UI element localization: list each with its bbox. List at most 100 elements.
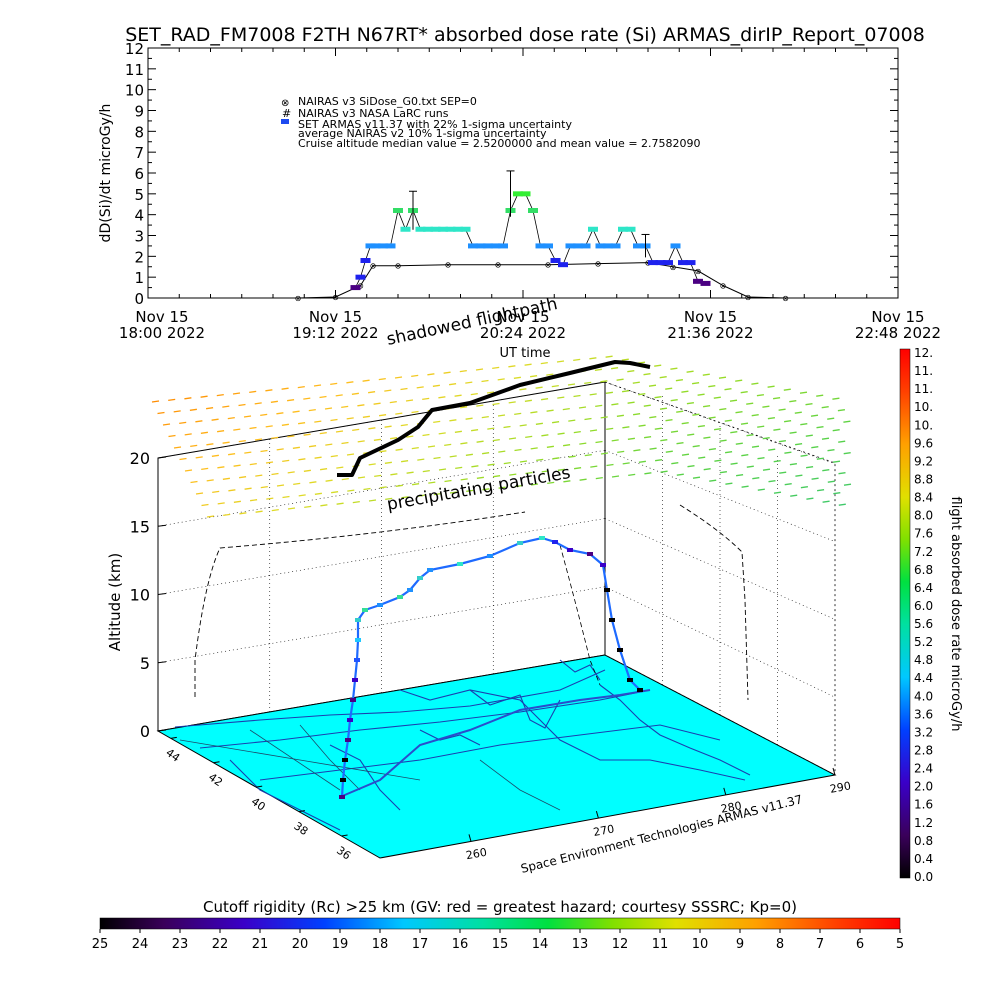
particle-dash (162, 423, 171, 426)
particle-dash (811, 477, 819, 480)
flight-path-point (609, 618, 615, 622)
particle-dash (605, 355, 613, 358)
particle-dash (562, 407, 570, 411)
x-tick-label-date: Nov 15 (135, 308, 188, 326)
particle-dash (735, 411, 743, 414)
top-plot-frame (147, 47, 899, 299)
coastline-path (469, 689, 561, 729)
armas-point (520, 191, 531, 197)
particle-dash (665, 450, 673, 453)
colorbar-right-tick: 8.8 (914, 472, 933, 486)
x-tick-label-date: Nov 15 (684, 308, 737, 326)
top-ylabel: dD(Si)/dt microGy/h (98, 104, 114, 243)
colorbar-right-tick: 2.8 (914, 744, 933, 758)
particle-dash (779, 471, 787, 474)
particle-dash (195, 456, 203, 459)
colorbar-right-tick: 12. (914, 346, 933, 360)
coastline-path (599, 684, 751, 776)
particle-dash (368, 427, 376, 430)
particle-dash (568, 419, 576, 422)
particle-dash (767, 417, 775, 420)
particle-dash (676, 410, 684, 413)
z-tick-label: 5 (140, 654, 150, 673)
armas-point (483, 243, 493, 249)
particle-dash (151, 400, 160, 403)
wall-shadow-mid (559, 544, 601, 686)
particle-dash (427, 373, 435, 376)
y-tick-label: 11 (125, 61, 144, 79)
flight-3d-plot: 0 5 10 15 20 Altitude (km) 44 42 40 38 36 260 270… (106, 294, 852, 876)
lat-tick-label: 44 (163, 746, 182, 765)
lon-tick-mark (595, 811, 599, 819)
particle-dash (266, 497, 274, 500)
particle-dash (244, 451, 252, 454)
wall-shadow-left (194, 511, 526, 697)
particle-dash (800, 454, 808, 457)
particle-dash (752, 477, 760, 480)
colorbar-bottom-tick: 20 (292, 937, 309, 952)
particle-dash (740, 391, 748, 394)
particle-dash (541, 470, 549, 473)
particle-dash (552, 457, 560, 460)
particle-dash (513, 376, 521, 379)
flight-path-point (627, 678, 633, 682)
z-tick-mark (157, 524, 167, 527)
particle-dash (352, 500, 360, 504)
particle-dash (395, 412, 403, 415)
particle-dash (687, 433, 695, 436)
particle-dash (600, 452, 609, 455)
particle-dash (487, 463, 495, 466)
colorbar-right-tick: 4.0 (914, 689, 933, 703)
particle-dash (460, 406, 468, 409)
particle-dash (633, 449, 641, 452)
flight-path-point (567, 548, 573, 552)
particle-dash (168, 434, 176, 438)
particle-dash (649, 447, 657, 450)
particle-dash (843, 452, 851, 455)
particle-dash (563, 480, 571, 483)
particle-dash (628, 473, 636, 477)
armas-point (385, 243, 396, 249)
particle-dash (243, 415, 252, 418)
nairas-point: ⊗ (670, 263, 677, 272)
particle-dash (363, 487, 371, 491)
particle-dash (843, 483, 852, 486)
particle-dash (784, 451, 792, 454)
particle-dash (519, 388, 527, 391)
lat-tick-mark (213, 761, 220, 764)
particle-dash (476, 476, 484, 479)
particle-dash (741, 485, 749, 488)
nairas-point: ⊗ (695, 267, 702, 276)
particle-dash (536, 458, 544, 462)
armas-point (498, 243, 508, 249)
colorbar-bottom-tick: 18 (372, 937, 389, 952)
z-tick-label: 20 (130, 449, 150, 468)
particle-dash (233, 428, 241, 431)
particle-dash (714, 428, 722, 431)
colorbar-bottom-tick: 17 (412, 937, 429, 952)
armas-point (430, 226, 441, 232)
particle-dash (535, 386, 543, 389)
particle-dash (557, 396, 565, 399)
particle-dash (351, 392, 359, 395)
particle-dash (573, 430, 581, 434)
particle-dash (665, 387, 673, 390)
particle-dash (757, 457, 765, 460)
particle-dash (379, 486, 387, 489)
particle-dash (714, 459, 722, 462)
armas-point (370, 243, 381, 249)
particle-dash (319, 431, 327, 435)
armas-point (655, 260, 666, 266)
particle-dash (654, 396, 662, 399)
particle-dash (546, 409, 554, 412)
colorbar-right-tick: 8.0 (914, 509, 933, 523)
y-tick-label: 4 (134, 207, 144, 225)
particle-dash (384, 389, 392, 392)
flight-path-point (350, 698, 356, 702)
flight-path-point (427, 568, 433, 572)
particle-dash (719, 408, 727, 411)
colorbar-right-tick: 1.6 (914, 798, 933, 812)
particle-dash (190, 444, 198, 448)
lon-tick-mark (723, 787, 727, 796)
particle-dash (762, 437, 770, 440)
